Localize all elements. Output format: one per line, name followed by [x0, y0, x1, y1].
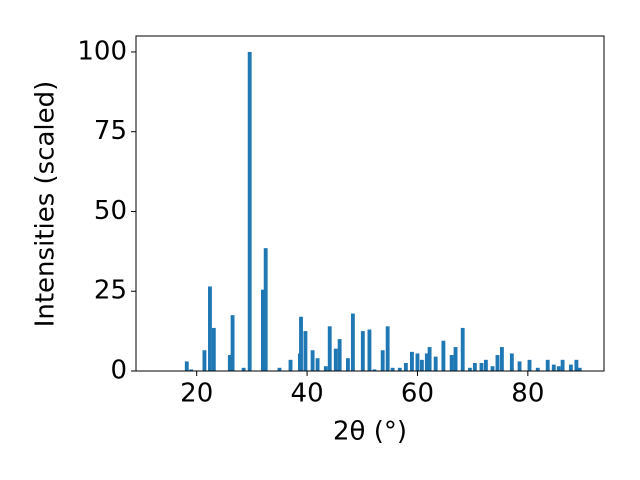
bar — [495, 355, 500, 371]
bar — [517, 361, 522, 371]
y-axis-label: Intensities (scaled) — [31, 81, 61, 328]
bar — [315, 358, 320, 371]
y-tick-label: 75 — [94, 116, 127, 146]
bar — [433, 356, 438, 371]
bar — [560, 359, 565, 371]
bar — [208, 286, 212, 371]
bar — [397, 367, 402, 371]
bar — [263, 248, 268, 371]
bar — [277, 367, 282, 371]
bar — [415, 353, 420, 371]
bar — [499, 347, 504, 371]
bar — [211, 327, 216, 371]
bar — [441, 340, 446, 371]
bar — [310, 350, 315, 371]
bar — [453, 347, 458, 371]
bar — [424, 353, 429, 371]
bar — [568, 364, 573, 371]
bar — [545, 359, 550, 371]
bar — [227, 355, 232, 371]
bar — [333, 348, 338, 371]
bar — [385, 326, 390, 371]
bar — [202, 350, 207, 371]
bar — [577, 367, 582, 371]
plot-frame — [135, 35, 605, 372]
x-tick-label: 80 — [511, 379, 544, 409]
bar — [337, 339, 342, 371]
bar — [241, 367, 246, 371]
y-tick-label: 100 — [77, 36, 127, 66]
bar — [574, 359, 579, 371]
bar — [509, 353, 514, 371]
bar — [230, 315, 235, 371]
bar — [472, 363, 477, 371]
bar — [303, 331, 308, 371]
bar — [360, 331, 365, 371]
bar — [390, 367, 395, 371]
bar — [527, 359, 532, 371]
bar — [367, 329, 372, 371]
bar — [460, 327, 465, 371]
bar — [479, 363, 484, 371]
bar — [449, 355, 454, 371]
bar — [403, 363, 408, 371]
bar — [189, 369, 194, 371]
bar — [427, 347, 432, 371]
bar — [490, 366, 495, 371]
bar — [299, 316, 303, 371]
bar — [467, 367, 472, 371]
bar — [551, 364, 556, 371]
x-axis-label: 2θ (°) — [333, 417, 407, 447]
bar — [380, 350, 385, 371]
bar — [327, 326, 332, 371]
bar — [556, 366, 561, 371]
bar — [535, 367, 540, 371]
bar — [483, 359, 488, 371]
y-tick-label: 0 — [110, 356, 127, 386]
y-tick-label: 50 — [94, 196, 127, 226]
x-tick-label: 60 — [401, 379, 434, 409]
bar — [247, 51, 252, 371]
bar — [372, 369, 377, 371]
x-tick-label: 40 — [291, 379, 324, 409]
bar — [261, 289, 265, 371]
bar — [410, 351, 414, 371]
bar — [350, 313, 355, 371]
y-tick-label: 25 — [94, 276, 127, 306]
bar — [184, 361, 189, 371]
bar — [323, 366, 328, 371]
x-tick-label: 20 — [180, 379, 213, 409]
bar — [345, 358, 350, 371]
bar — [288, 359, 293, 371]
bar — [419, 359, 424, 371]
